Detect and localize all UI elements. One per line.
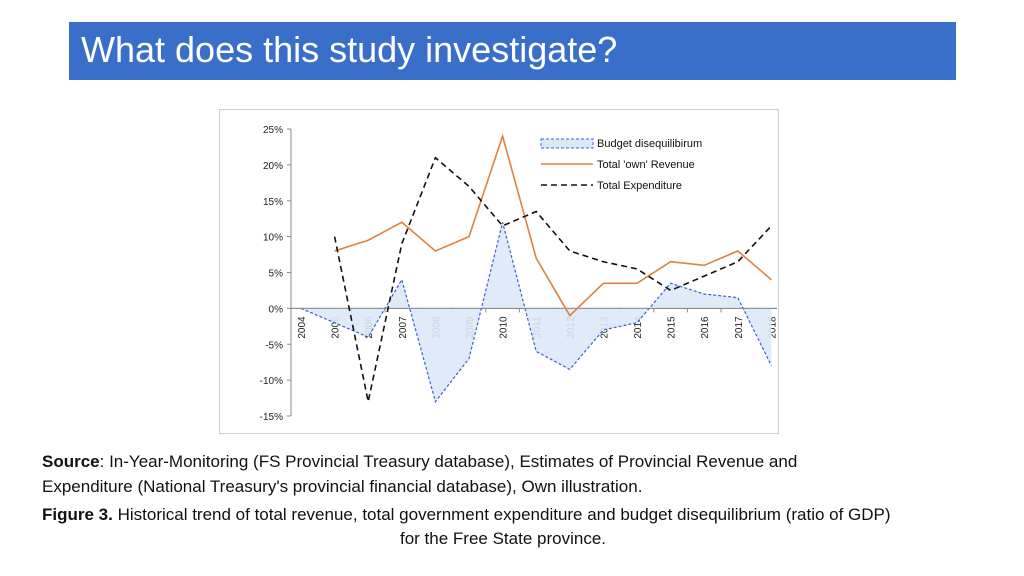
y-tick-label: 5% [269, 269, 284, 280]
caption-figure-line-1: Figure 3. Historical trend of total reve… [42, 505, 891, 525]
expenditure-line [333, 156, 772, 402]
x-tick-label: 2010 [499, 316, 510, 339]
legend-label-revenue: Total 'own' Revenue [597, 159, 695, 171]
caption-source-line-2: Expenditure (National Treasury's provinc… [42, 477, 642, 497]
x-tick-label: 2007 [398, 316, 409, 339]
source-text-1: : In-Year-Monitoring (FS Provincial Trea… [99, 452, 798, 471]
source-label: Source [42, 452, 100, 471]
x-tick-label: 2016 [700, 316, 711, 339]
legend-label-expenditure: Total Expenditure [597, 180, 682, 192]
x-tick-label: 2004 [297, 316, 308, 339]
y-tick-label: 15% [263, 197, 283, 208]
x-tick-label: 2017 [734, 316, 745, 339]
figure-text-1: Historical trend of total revenue, total… [112, 505, 891, 524]
y-tick-label: -10% [260, 376, 283, 387]
y-tick-label: 25% [263, 125, 283, 136]
y-tick-label: -5% [265, 340, 283, 351]
title-bar: What does this study investigate? [69, 22, 956, 80]
y-tick-label: 10% [263, 233, 283, 244]
figure-label: Figure 3. [42, 505, 113, 524]
x-tick-label: 2005 [331, 316, 342, 339]
legend-label-budget: Budget disequilibirum [597, 138, 702, 150]
x-tick-label: 2014 [633, 316, 644, 339]
budget-disequilibrium-line [300, 222, 772, 403]
caption-source-line-1: Source: In-Year-Monitoring (FS Provincia… [42, 452, 797, 472]
budget-disequilibrium-area [301, 222, 772, 402]
y-tick-label: 20% [263, 161, 283, 172]
slide-title: What does this study investigate? [81, 29, 618, 70]
caption-figure-line-2: for the Free State province. [400, 529, 606, 549]
x-tick-label: 2015 [667, 316, 678, 339]
figure-text-2: for the Free State province. [400, 529, 606, 548]
x-tick-label: 2018 [767, 316, 778, 339]
y-tick-label: 0% [269, 304, 284, 315]
legend-swatch-budget [540, 138, 594, 149]
chart: 25%20%15%10%5%0%-5%-10%-15%2004200520062… [260, 125, 779, 423]
source-text-2: Expenditure (National Treasury's provinc… [42, 477, 643, 496]
y-tick-label: -15% [260, 412, 283, 423]
revenue-line [334, 133, 772, 317]
